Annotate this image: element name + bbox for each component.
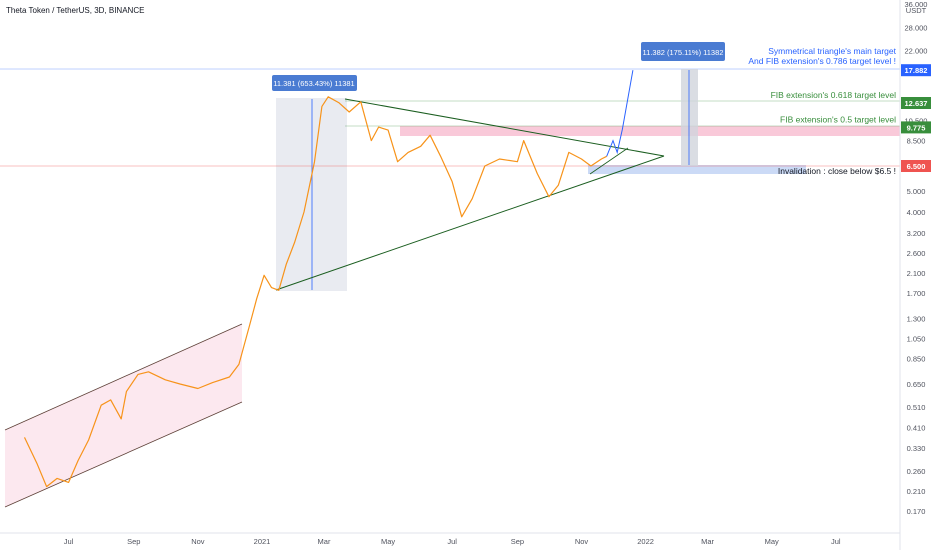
time-tick-label: May (381, 537, 395, 546)
time-tick-label: Mar (318, 537, 331, 546)
fib-05-zone (400, 126, 900, 136)
price-tick-label: 0.170 (907, 507, 926, 516)
measure-box-2 (681, 69, 698, 166)
price-tick-label: 0.410 (907, 424, 926, 433)
price-series-layer (23, 70, 634, 488)
price-tick-label: 0.210 (907, 487, 926, 496)
chart-title: Theta Token / TetherUS, 3D, BINANCE (6, 6, 145, 15)
price-tag-bg (901, 160, 931, 172)
projection-path (606, 70, 634, 157)
price-tick-label: 8.500 (907, 137, 926, 146)
time-tick-label: May (765, 537, 779, 546)
time-tick-label: Jul (64, 537, 74, 546)
channel-lower-line (4, 401, 243, 508)
time-tick-label: 2021 (254, 537, 271, 546)
price-tick-label: 1.300 (907, 314, 926, 323)
price-line (23, 96, 607, 488)
price-tag: 6.500 (907, 162, 926, 171)
time-tick-label: Jul (831, 537, 841, 546)
annotation-label: Invalidation : close below $6.5 ! (778, 166, 896, 176)
channel-upper-line (4, 323, 243, 431)
price-tick-label: 2.600 (907, 249, 926, 258)
price-tick-label: 10.500 (905, 117, 928, 126)
price-tick-label: 0.510 (907, 403, 926, 412)
price-tick-label: 3.200 (907, 229, 926, 238)
price-tick-label: 0.650 (907, 380, 926, 389)
price-tick-label: 0.260 (907, 467, 926, 476)
price-tag: 9.775 (907, 123, 926, 132)
price-tick-label: 1.050 (907, 335, 926, 344)
invalidation-zone (588, 165, 806, 174)
price-tick-label: 22.000 (905, 47, 928, 56)
time-tick-label: 2022 (637, 537, 654, 546)
annotation-label: FIB extension's 0.5 target level (780, 114, 896, 124)
price-tag-bg (901, 64, 931, 77)
price-tick-label: 5.000 (907, 187, 926, 196)
price-unit-label: USDT (906, 6, 927, 15)
price-tick-label: 2.100 (907, 269, 926, 278)
annotation-label: FIB extension's 0.618 target level (771, 90, 897, 100)
measure-box-1-label-bg (272, 75, 357, 91)
ascending-channel (5, 324, 242, 507)
price-tag: 17.882 (905, 66, 928, 75)
time-tick-label: Nov (575, 537, 589, 546)
measure-box-2-label: 11.382 (175.11%) 11382 (643, 48, 724, 57)
price-tick-label: 1.700 (907, 289, 926, 298)
price-tag-bg (901, 121, 931, 134)
triangle-inner-line (589, 147, 629, 175)
price-tick-label: 28.000 (905, 24, 928, 33)
measure-box-2-label-bg (641, 42, 725, 61)
annotation-label: Symmetrical triangle's main target (768, 46, 896, 56)
time-tick-label: Sep (511, 537, 524, 546)
triangle-lower-line (275, 155, 665, 291)
price-tag-bg (901, 97, 931, 109)
time-tick-label: Jul (447, 537, 457, 546)
time-tick-label: Mar (701, 537, 714, 546)
price-tick-label: 0.850 (907, 355, 926, 364)
price-tick-label: 0.330 (907, 444, 926, 453)
price-tick-label: 4.000 (907, 208, 926, 217)
price-tick-label: 36.000 (905, 0, 928, 9)
annotation-label: And FIB extension's 0.786 target level ! (748, 56, 896, 66)
time-tick-label: Nov (191, 537, 205, 546)
time-axis[interactable]: Jul Sep Nov 2021 Mar May Jul Sep Nov 2022 Mar May Ju… (0, 532, 900, 546)
price-tag: 12.637 (905, 99, 928, 108)
measure-box-1-label: 11.381 (653.43%) 11381 (273, 79, 354, 88)
time-tick-label: Sep (127, 537, 140, 546)
